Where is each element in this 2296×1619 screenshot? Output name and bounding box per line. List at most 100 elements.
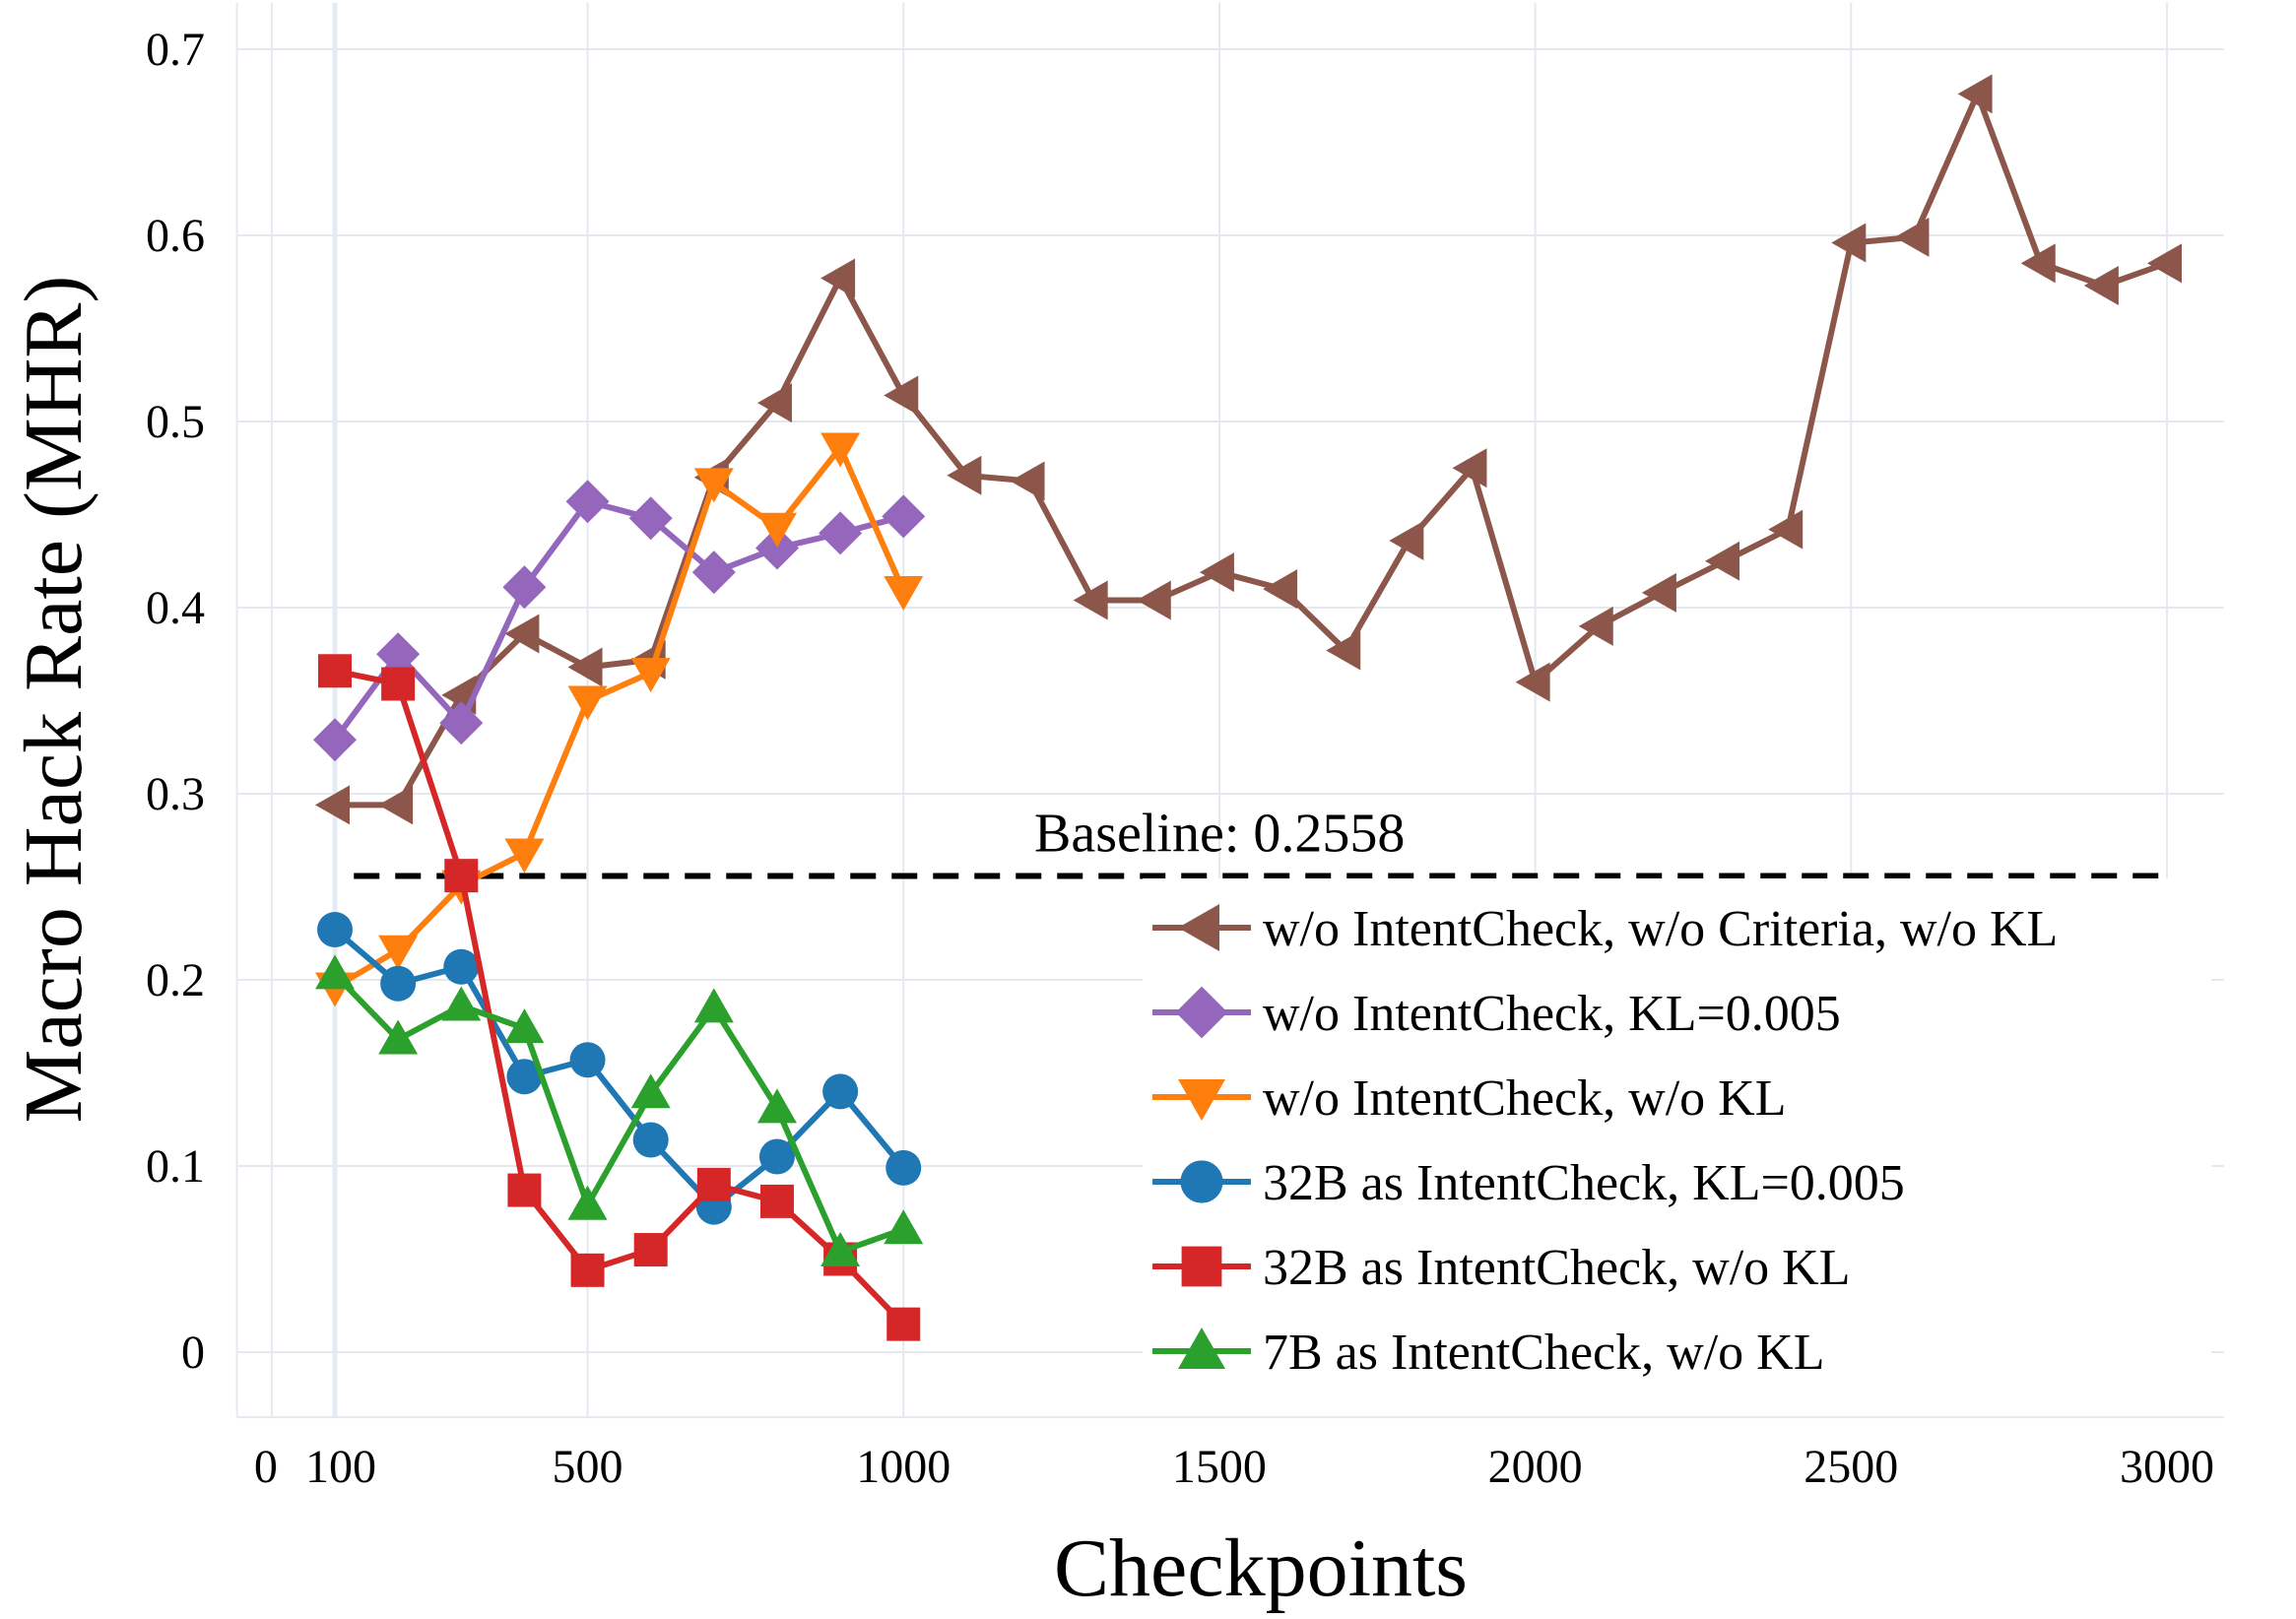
data-point	[569, 1042, 606, 1078]
data-point	[376, 632, 421, 677]
data-point	[504, 838, 545, 874]
series-line	[334, 668, 906, 1327]
data-point	[570, 1253, 605, 1287]
data-point	[317, 911, 353, 947]
data-point	[1768, 509, 1804, 550]
legend-marker	[1178, 904, 1219, 951]
data-point	[565, 480, 610, 524]
data-point	[628, 496, 673, 541]
legend-background	[1143, 878, 2211, 1416]
data-point	[756, 383, 792, 423]
x-tick-label: 1000	[856, 1441, 951, 1493]
x-tick-label: 100	[305, 1441, 376, 1493]
data-point	[1073, 580, 1108, 620]
data-point	[820, 432, 861, 468]
data-point	[315, 785, 350, 825]
y-tick-label: 0	[181, 1327, 205, 1379]
data-point	[884, 1209, 924, 1245]
data-point	[439, 701, 484, 745]
data-point	[820, 1231, 861, 1266]
data-point	[1831, 223, 1867, 263]
data-point	[886, 1149, 922, 1186]
series-line	[332, 498, 905, 742]
data-point	[756, 1088, 797, 1124]
y-tick-label: 0.4	[146, 582, 205, 634]
legend-marker	[1181, 1246, 1222, 1287]
legend-marker	[1178, 1079, 1225, 1121]
legend-label: 7B as IntentCheck, w/o KL	[1263, 1325, 1824, 1381]
data-point	[882, 494, 926, 539]
legend: w/o IntentCheck, w/o Criteria, w/o KL w/o…	[1143, 878, 2211, 1416]
series-line	[333, 444, 906, 991]
legend-marker	[1178, 1328, 1225, 1369]
data-point	[506, 1059, 543, 1095]
data-point	[691, 550, 736, 595]
data-point	[819, 511, 863, 555]
data-point	[1452, 448, 1487, 488]
legend-item: w/o IntentCheck, w/o Criteria, w/o KL	[1152, 901, 2058, 957]
data-point	[1389, 520, 1424, 560]
data-point	[1136, 580, 1171, 620]
data-point	[378, 785, 414, 825]
data-point	[443, 948, 480, 985]
legend-label: w/o IntentCheck, KL=0.005	[1263, 986, 1841, 1042]
data-point	[759, 1184, 794, 1218]
data-point	[1199, 552, 1234, 593]
legend-item: 32B as IntentCheck, w/o KL	[1152, 1240, 1850, 1296]
series-3	[317, 911, 922, 1225]
data-point	[502, 565, 547, 610]
data-point	[754, 526, 799, 570]
legend-label: 32B as IntentCheck, w/o KL	[1263, 1240, 1850, 1296]
x-tick-label: 3000	[2120, 1441, 2214, 1493]
y-axis-title: Macro Hack Rate (MHR)	[8, 276, 99, 1124]
data-point	[884, 375, 919, 416]
data-point	[822, 1073, 859, 1110]
data-point	[567, 685, 608, 721]
data-point	[1010, 461, 1045, 501]
y-tick-label: 0.6	[146, 210, 205, 262]
legend-marker	[1180, 1160, 1223, 1203]
y-tick-label: 0.3	[146, 768, 205, 820]
data-point	[318, 654, 352, 688]
data-point	[632, 1122, 669, 1158]
series-line	[333, 927, 906, 1210]
data-point	[630, 658, 671, 693]
legend-label: w/o IntentCheck, w/o KL	[1263, 1070, 1786, 1127]
series-group	[313, 74, 2182, 1341]
data-point	[1263, 569, 1298, 610]
data-point	[381, 667, 416, 701]
legend-marker	[1175, 986, 1228, 1039]
data-point	[1515, 662, 1550, 702]
y-tick-label: 0.5	[146, 396, 205, 448]
data-point	[696, 1167, 731, 1201]
tick-labels: 0 0.1 0.2 0.3 0.4 0.5 0.6 0.7 0 100 500 1000 1500 200…	[146, 24, 2214, 1493]
data-point	[567, 647, 603, 687]
data-point	[1641, 572, 1676, 613]
data-point	[693, 468, 734, 503]
data-point	[756, 512, 797, 548]
data-point	[633, 1233, 668, 1267]
x-tick-label: 1500	[1172, 1441, 1267, 1493]
data-point	[1957, 74, 1993, 114]
data-point	[2020, 243, 2056, 284]
data-point	[1894, 217, 1930, 257]
data-point	[315, 954, 355, 990]
legend-item: 7B as IntentCheck, w/o KL	[1152, 1325, 1824, 1381]
legend-item: 32B as IntentCheck, KL=0.005	[1152, 1155, 1905, 1211]
data-point	[313, 718, 357, 762]
data-point	[886, 1307, 921, 1341]
x-tick-label: 500	[553, 1441, 623, 1493]
data-point	[884, 575, 924, 611]
data-point	[567, 1185, 608, 1220]
y-tick-label: 0.1	[146, 1140, 205, 1193]
y-tick-label: 0.7	[146, 24, 205, 76]
data-point	[507, 1173, 542, 1207]
data-point	[693, 988, 734, 1023]
data-point	[1705, 541, 1740, 581]
x-tick-label: 0	[254, 1441, 278, 1493]
x-tick-label: 2500	[1804, 1441, 1898, 1493]
data-point	[947, 455, 982, 495]
legend-item: w/o IntentCheck, w/o KL	[1152, 1070, 1786, 1127]
data-point	[2083, 266, 2119, 306]
legend-label: 32B as IntentCheck, KL=0.005	[1263, 1155, 1905, 1211]
